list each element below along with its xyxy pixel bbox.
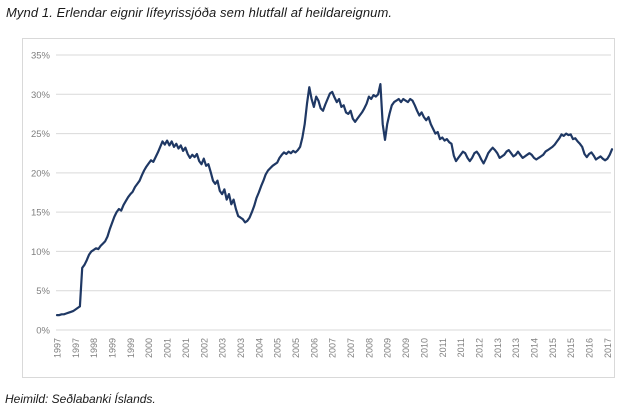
y-axis-tick-label: 5%	[36, 286, 50, 297]
x-axis-tick-label: 1998	[89, 338, 99, 358]
y-axis-tick-label: 15%	[31, 208, 51, 219]
x-axis-tick-label: 1997	[71, 338, 81, 358]
x-axis-tick-label: 2006	[309, 338, 319, 358]
x-axis-tick-label: 2016	[585, 338, 595, 358]
x-axis-tick-label: 1999	[126, 338, 136, 358]
x-axis-tick-label: 2005	[273, 338, 283, 358]
series-line	[55, 83, 614, 317]
x-axis-tick-label: 2013	[493, 338, 503, 358]
y-axis-tick-label: 25%	[31, 129, 51, 140]
x-axis-tick-label: 2015	[566, 338, 576, 358]
x-axis-tick-label: 2003	[218, 338, 228, 358]
x-axis-tick-label: 1997	[53, 338, 63, 358]
x-axis-tick-label: 2002	[199, 338, 209, 358]
source-caption: Heimild: Seðlabanki Íslands.	[5, 392, 156, 406]
y-axis-tick-label: 20%	[31, 168, 51, 179]
x-axis-tick-label: 2001	[181, 338, 191, 358]
y-axis-labels: 35% 30% 25% 20% 15% 10% 5% 0%	[31, 51, 51, 337]
x-axis-tick-label: 2007	[328, 338, 338, 358]
x-axis-labels: 1997 1997 1998 1999 1999 2000 2001 2001 2002 2003…	[53, 338, 613, 358]
line-chart-svg: 35%30%25%20%15%10%5%0%1997 1997 1998 1999 19…	[31, 51, 614, 358]
y-gridlines	[56, 54, 611, 331]
x-axis-tick-label: 2004	[254, 338, 264, 358]
x-axis-tick-label: 2010	[419, 338, 429, 358]
x-axis-tick-label: 2014	[530, 338, 540, 358]
x-axis-tick-label: 1999	[108, 338, 118, 358]
x-axis-tick-label: 2013	[511, 338, 521, 358]
x-axis-tick-label: 2015	[548, 338, 558, 358]
chart-title: Mynd 1. Erlendar eignir lífeyrissjóða se…	[6, 5, 393, 20]
x-axis-tick-label: 2017	[603, 338, 613, 358]
x-axis-tick-label: 2007	[346, 338, 356, 358]
x-axis-tick-label: 2003	[236, 338, 246, 358]
x-axis-tick-label: 2012	[474, 338, 484, 358]
x-axis-tick-label: 2009	[383, 338, 393, 358]
y-axis-tick-label: 30%	[31, 90, 51, 101]
x-axis-tick-label: 2005	[291, 338, 301, 358]
x-axis-tick-label: 2008	[364, 338, 374, 358]
x-axis-tick-label: 2011	[456, 338, 466, 357]
y-axis-tick-label: 10%	[31, 247, 51, 258]
x-axis-tick-label: 2000	[144, 338, 154, 358]
x-axis-tick-label: 2011	[438, 338, 448, 357]
x-axis-tick-label: 2009	[401, 338, 411, 358]
chart-area: 35% 30% 25% 20% 15% 10% 5% 0% 1997 1997 1998 1999 19…	[22, 38, 615, 378]
x-axis-tick-label: 2001	[163, 338, 173, 358]
y-axis-tick-label: 0%	[36, 326, 50, 337]
y-axis-tick-label: 35%	[31, 51, 51, 62]
